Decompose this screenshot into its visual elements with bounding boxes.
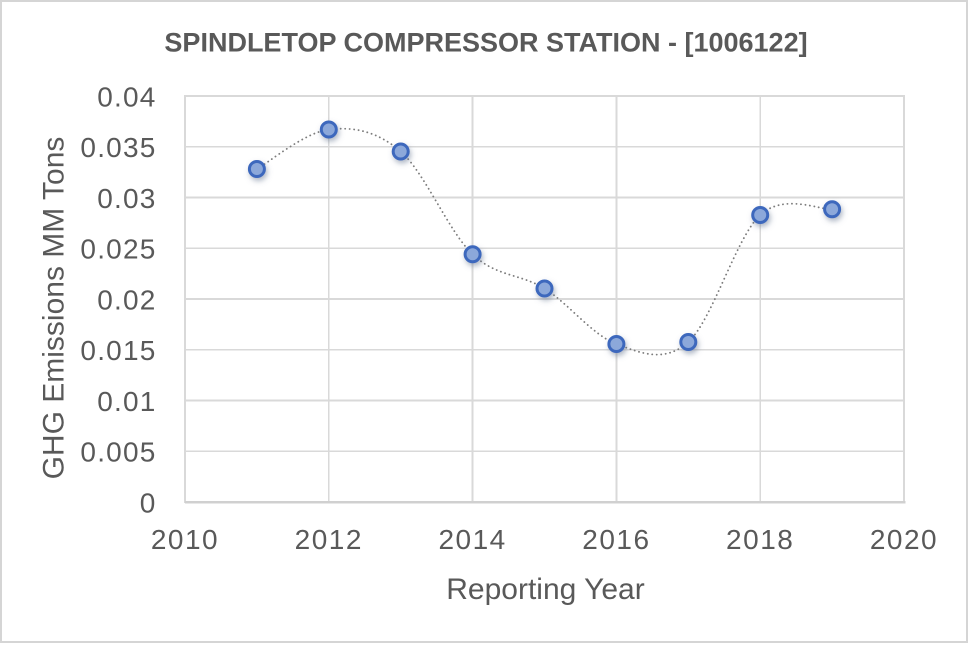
svg-text:0.035: 0.035 <box>80 132 156 163</box>
svg-text:0.02: 0.02 <box>97 284 156 315</box>
svg-text:0: 0 <box>140 487 157 518</box>
svg-text:2018: 2018 <box>726 524 794 555</box>
svg-text:0.01: 0.01 <box>97 386 156 417</box>
svg-text:0.015: 0.015 <box>80 335 156 366</box>
svg-text:GHG Emissions MM Tons: GHG Emissions MM Tons <box>38 137 71 480</box>
svg-text:2016: 2016 <box>582 524 650 555</box>
svg-text:0.025: 0.025 <box>80 234 156 265</box>
svg-text:0.04: 0.04 <box>97 81 156 112</box>
svg-text:Reporting Year: Reporting Year <box>446 573 645 606</box>
svg-text:SPINDLETOP COMPRESSOR STATION: SPINDLETOP COMPRESSOR STATION - [1006122… <box>164 28 807 58</box>
svg-text:2010: 2010 <box>151 524 219 555</box>
svg-text:0.005: 0.005 <box>80 436 156 467</box>
svg-text:0.03: 0.03 <box>97 183 156 214</box>
svg-text:2012: 2012 <box>295 524 363 555</box>
svg-text:2020: 2020 <box>870 524 938 555</box>
svg-text:2014: 2014 <box>438 524 506 555</box>
